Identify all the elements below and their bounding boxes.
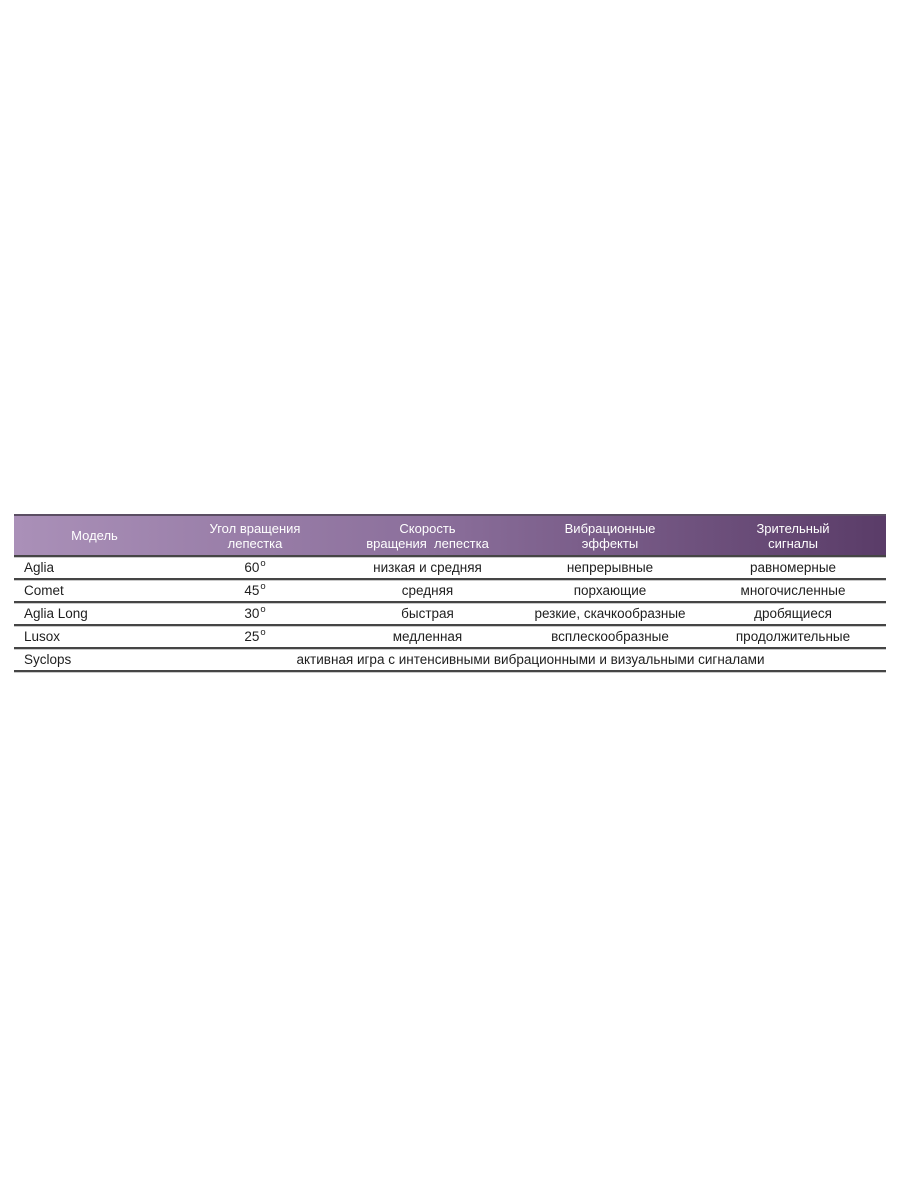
degree-symbol: o [260,557,266,569]
table-row: Aglia Long 30 o быстрая резкие, скачкообр… [14,601,886,624]
header-label: лепестка [227,535,283,551]
header-cell-angle: Угол вращения лепестка [175,516,335,555]
table-row: Lusox 25 o медленная всплескообразные про… [14,624,886,647]
header-label: Зрительный [756,520,830,536]
cell-speed: быстрая [401,606,454,621]
header-label: Вибрационные [564,520,656,536]
header-label: Угол вращения [209,520,301,536]
header-label: Скорость [399,520,456,536]
header-label: Модель [71,528,118,543]
header-cell-vibration: Вибрационные эффекты [520,516,700,555]
header-cell-model: Модель [14,516,175,555]
header-label: эффекты [581,535,639,551]
cell-speed: средняя [401,583,454,598]
degree-symbol: o [260,580,266,592]
cell-speed: низкая и средняя [373,560,482,575]
cell-model: Aglia [24,560,55,575]
cell-vibration: порхающие [573,583,647,598]
header-label: сигналы [768,535,818,551]
lure-spec-table: Модель Угол вращения лепестка Скорость в… [14,514,886,672]
table-row: Comet 45 o средняя порхающие многочисленн… [14,578,886,601]
cell-signals: равномерные [749,560,837,575]
cell-description: активная игра с интенсивными вибрационны… [296,652,765,667]
table-row-syclops: Syclops активная игра с интенсивными виб… [14,647,886,670]
header-cell-signals: Зрительный сигналы [700,516,886,555]
header-label: вращения лепестка [366,535,489,551]
cell-signals: продолжительные [735,629,851,644]
cell-signals: дробящиеся [754,606,832,621]
table-header-row: Модель Угол вращения лепестка Скорость в… [14,514,886,555]
table-row: Aglia 60 o низкая и средняя непрерывные р… [14,555,886,578]
cell-model: Syclops [24,652,72,667]
cell-speed: медленная [392,629,463,644]
angle-value: 25 [244,629,260,644]
cell-vibration: резкие, скачкообразные [534,606,686,621]
angle-value: 30 [244,606,260,621]
cell-signals: многочисленные [740,583,846,598]
cell-vibration: всплескообразные [551,629,669,644]
cell-angle: 30 o [175,603,335,624]
angle-value: 60 [244,560,260,575]
cell-angle: 45 o [175,580,335,601]
header-cell-speed: Скорость вращения лепестка [335,516,520,555]
cell-vibration: непрерывные [566,560,654,575]
cell-angle: 60 o [175,557,335,578]
degree-symbol: o [260,626,266,638]
angle-value: 45 [244,583,260,598]
degree-symbol: o [260,603,266,615]
cell-model: Aglia Long [24,606,88,621]
cell-angle: 25 o [175,626,335,647]
cell-model: Comet [24,583,64,598]
cell-model: Lusox [24,629,61,644]
